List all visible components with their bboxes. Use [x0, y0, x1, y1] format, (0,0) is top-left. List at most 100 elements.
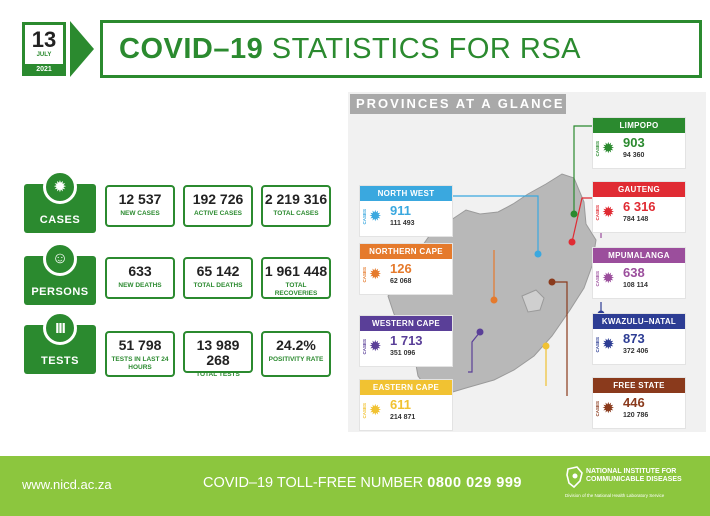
province-card-mpumalanga: MPUMALANGA CASES ✹ 638 108 114 [593, 248, 685, 298]
province-total-cases: 111 493 [390, 220, 415, 227]
province-name: EASTERN CAPE [360, 380, 452, 395]
stat-value: 1 961 448 [264, 263, 328, 279]
province-new-cases: 873 [623, 331, 645, 346]
province-total-cases: 62 068 [390, 278, 412, 285]
toll-free-line: COVID–19 TOLL-FREE NUMBER 0800 029 999 [203, 475, 522, 491]
toll-free-number: 0800 029 999 [427, 475, 522, 491]
title-strong: COVID–19 [119, 32, 264, 65]
province-side-label: CASES [595, 337, 600, 353]
date-year: 2021 [25, 64, 63, 75]
province-card-western-cape: WESTERN CAPE CASES ✹ 1 713 351 096 [360, 316, 452, 366]
stat-total-cases: 2 219 316 TOTAL CASES [261, 185, 331, 227]
category-label: CASES [39, 214, 81, 226]
province-name: WESTERN CAPE [360, 316, 452, 331]
stat-value: 65 142 [196, 263, 240, 279]
province-name: NORTHERN CAPE [360, 244, 452, 259]
dot-western-cape [476, 328, 484, 336]
province-new-cases: 6 316 [623, 199, 656, 214]
arrow-right-icon [70, 21, 94, 77]
virus-icon: ✹ [369, 208, 382, 225]
dot-free-state [548, 278, 556, 286]
province-new-cases: 903 [623, 135, 645, 150]
province-new-cases: 126 [390, 261, 412, 276]
page-title: COVID–19 STATISTICS FOR RSA [100, 20, 702, 78]
dot-eastern-cape [542, 342, 550, 350]
stat-label: TOTAL DEATHS [193, 282, 243, 289]
lesotho-shape [521, 289, 545, 313]
stat-new-cases: 12 537 NEW CASES [105, 185, 175, 227]
nicd-name: NATIONAL INSTITUTE FOR COMMUNICABLE DISE… [586, 468, 682, 484]
province-new-cases: 911 [390, 203, 411, 218]
stat-label: TOTAL TESTS [196, 371, 240, 378]
toll-free-label: COVID–19 TOLL-FREE NUMBER [203, 475, 428, 491]
category-label: TESTS [41, 355, 79, 367]
province-new-cases: 1 713 [390, 333, 423, 348]
province-total-cases: 784 148 [623, 216, 649, 223]
province-new-cases: 611 [390, 397, 411, 412]
province-side-label: CASES [362, 403, 367, 419]
stat-label: TOTAL RECOVERIES [274, 282, 318, 297]
province-total-cases: 351 096 [390, 350, 416, 357]
dot-northern-cape [490, 296, 498, 304]
category-tests: III TESTS [24, 311, 96, 374]
virus-icon: ✹ [602, 140, 615, 157]
stat-total-deaths: 65 142 TOTAL DEATHS [183, 257, 253, 299]
nicd-name-line2: COMMUNICABLE DISEASES [586, 476, 682, 483]
stat-value: 51 798 [118, 337, 162, 353]
date-badge: 13 JULY 2021 [22, 22, 66, 76]
stat-positivity-rate: 24.2% POSITIVITY RATE [261, 331, 331, 377]
province-total-cases: 372 406 [623, 348, 649, 355]
virus-icon: ✹ [43, 170, 77, 204]
stat-value: 633 [128, 263, 152, 279]
province-name: MPUMALANGA [593, 248, 685, 263]
province-total-cases: 108 114 [623, 282, 648, 289]
category-label: PERSONS [31, 286, 89, 298]
connector-limpopo [573, 125, 593, 214]
province-new-cases: 638 [623, 265, 645, 280]
stat-value: 192 726 [192, 191, 244, 207]
date-month: JULY [36, 52, 52, 58]
province-side-label: CASES [362, 209, 367, 225]
stat-label: ACTIVE CASES [193, 210, 243, 217]
province-side-label: CASES [595, 141, 600, 157]
stat-tests-24h: 51 798 TESTS IN LAST 24 HOURS [105, 331, 175, 377]
province-side-label: CASES [595, 401, 600, 417]
stat-total-tests: 13 989 268 TOTAL TESTS [183, 331, 253, 378]
province-total-cases: 120 786 [623, 412, 649, 419]
nicd-logo-icon [566, 466, 583, 489]
stat-new-deaths: 633 NEW DEATHS [105, 257, 175, 299]
province-card-north-west: NORTH WEST CASES ✹ 911 111 493 [360, 186, 452, 236]
province-card-eastern-cape: EASTERN CAPE CASES ✹ 611 214 871 [360, 380, 452, 430]
stat-value: 2 219 316 [264, 191, 328, 207]
province-name: LIMPOPO [593, 118, 685, 133]
test-tubes-icon: III [43, 311, 77, 345]
province-side-label: CASES [595, 205, 600, 221]
province-card-northern-cape: NORTHERN CAPE CASES ✹ 126 62 068 [360, 244, 452, 294]
stat-label: NEW CASES [120, 210, 160, 217]
province-card-limpopo: LIMPOPO CASES ✹ 903 94 360 [593, 118, 685, 168]
province-name: NORTH WEST [360, 186, 452, 201]
nicd-division: Division of the National Health Laborato… [565, 493, 665, 498]
province-name: FREE STATE [593, 378, 685, 393]
province-side-label: CASES [362, 339, 367, 355]
connector-free-state [552, 281, 568, 396]
footer-url-link[interactable]: www.nicd.ac.za [22, 477, 112, 492]
province-name: KWAZULU–NATAL [593, 314, 685, 329]
footer: www.nicd.ac.za COVID–19 TOLL-FREE NUMBER… [0, 456, 710, 516]
stat-label: NEW DEATHS [118, 282, 162, 289]
connector-western-cape [468, 331, 481, 373]
virus-icon: ✹ [602, 270, 615, 287]
people-icon: ☺ [43, 242, 77, 276]
connector-gauteng [571, 197, 593, 243]
nicd-name-line1: NATIONAL INSTITUTE FOR [586, 468, 677, 475]
category-cases: ✹ CASES [24, 170, 96, 233]
province-new-cases: 446 [623, 395, 645, 410]
connector-north-west [448, 195, 539, 254]
stat-value: 12 537 [118, 191, 162, 207]
dot-gauteng [568, 238, 576, 246]
map-heading: PROVINCES AT A GLANCE [350, 94, 566, 114]
province-card-gauteng: GAUTENG CASES ✹ 6 316 784 148 [593, 182, 685, 232]
stat-label: TOTAL CASES [273, 210, 319, 217]
province-name: GAUTENG [593, 182, 685, 197]
virus-icon: ✹ [369, 338, 382, 355]
